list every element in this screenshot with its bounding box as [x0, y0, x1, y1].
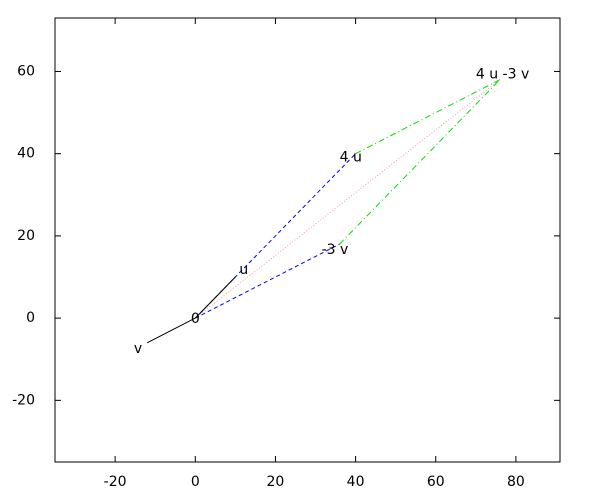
vector-label: -3 v	[322, 242, 349, 258]
y-tick-label: 60	[17, 63, 35, 79]
y-tick-label: 40	[17, 146, 35, 162]
x-tick-label: 40	[347, 474, 365, 490]
vector-label: 4 u -3 v	[476, 67, 529, 83]
vector-label: u	[239, 262, 248, 278]
x-tick-label: -20	[104, 474, 127, 490]
vector-label: v	[134, 341, 142, 357]
y-tick-label: 0	[26, 310, 35, 326]
vector-line	[195, 243, 340, 319]
vector-label: 0	[191, 311, 200, 327]
x-tick-label: 60	[427, 474, 445, 490]
plot-frame	[54, 17, 561, 463]
y-tick-label: -20	[12, 392, 35, 408]
x-tick-label: 20	[267, 474, 285, 490]
vector-line	[339, 79, 501, 245]
vector-line	[194, 276, 236, 319]
x-tick-label: 0	[191, 474, 200, 490]
x-tick-label: 80	[507, 474, 525, 490]
vector-line	[146, 317, 196, 344]
vector-line	[194, 79, 501, 319]
vector-line	[355, 79, 501, 155]
y-tick-label: 20	[17, 228, 35, 244]
vector-label: 4 u	[340, 150, 362, 166]
